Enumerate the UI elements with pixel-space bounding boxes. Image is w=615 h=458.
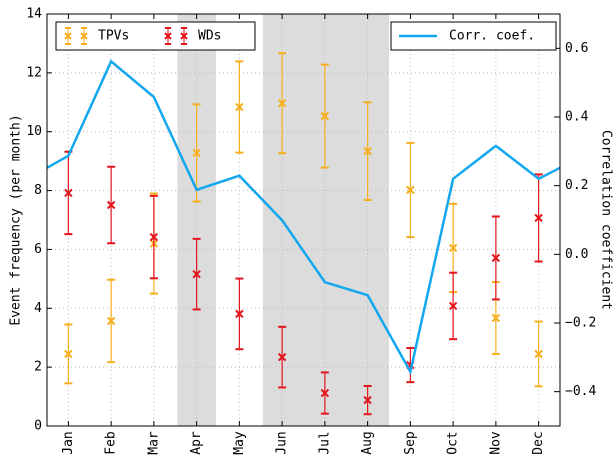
y-tick-label: 14 <box>26 7 42 22</box>
marker <box>106 316 116 326</box>
x-tick-label: Aug <box>360 431 375 454</box>
marker <box>277 98 287 108</box>
marker <box>320 111 330 121</box>
x-tick-label: Mar <box>146 431 161 455</box>
legend-label: TPVs <box>98 29 129 44</box>
y-tick-label: 12 <box>26 65 42 80</box>
data-point <box>235 102 244 112</box>
data-point <box>106 316 116 326</box>
legend-swatch <box>80 32 88 40</box>
x-tick-label: Sep <box>403 431 418 455</box>
marker <box>149 232 159 242</box>
marker <box>363 146 372 156</box>
y2-tick-label: 0.6 <box>565 41 588 56</box>
shaded-region <box>177 14 216 426</box>
y2-tick-label: 0.2 <box>565 178 588 193</box>
marker <box>235 102 244 112</box>
y-tick-label: 6 <box>34 242 42 257</box>
x-tick-label: Jun <box>275 431 290 454</box>
y2-axis-label: Correlation coefficient <box>599 130 614 310</box>
marker <box>235 309 244 319</box>
plot-frame <box>46 13 561 427</box>
marker <box>406 185 415 195</box>
data-point <box>448 301 458 311</box>
data-point <box>192 269 201 279</box>
data-point <box>277 98 287 108</box>
y-tick-label: 4 <box>34 301 42 316</box>
legend-label: WDs <box>198 29 221 44</box>
marker <box>448 301 458 311</box>
y2-tick-label: 0.0 <box>565 247 588 262</box>
y2-tick-label: −0.2 <box>565 316 596 331</box>
x-tick-label: Jan <box>61 431 76 454</box>
marker <box>106 200 116 210</box>
x-tick-label: Oct <box>446 431 461 454</box>
data-point <box>491 313 501 323</box>
marker <box>192 148 201 158</box>
legend-swatch <box>164 32 172 40</box>
y2-tick-label: −0.4 <box>565 384 596 399</box>
y-tick-label: 0 <box>34 419 42 434</box>
data-point <box>235 309 244 319</box>
data-point <box>363 395 372 405</box>
x-tick-label: May <box>232 431 247 455</box>
legend <box>55 21 256 51</box>
y-tick-label: 2 <box>34 360 42 375</box>
marker <box>448 243 458 253</box>
marker <box>491 313 501 323</box>
x-tick-label: Jul <box>317 431 332 454</box>
data-point <box>448 243 458 253</box>
corr-line <box>46 59 561 376</box>
marker <box>491 253 501 263</box>
y2-tick-label: 0.4 <box>565 110 589 125</box>
marker <box>64 188 73 198</box>
data-point <box>277 352 287 362</box>
legend-swatch <box>64 32 72 40</box>
marker <box>534 213 543 223</box>
data-point <box>64 349 73 359</box>
marker <box>320 388 330 398</box>
marker <box>277 352 287 362</box>
legend-swatch <box>180 32 188 40</box>
x-tick-label: Feb <box>104 431 119 455</box>
y-tick-label: 10 <box>26 124 42 139</box>
data-point <box>534 349 543 359</box>
data-point <box>320 388 330 398</box>
x-tick-label: Nov <box>488 431 503 455</box>
marker <box>64 349 73 359</box>
data-point <box>363 146 372 156</box>
x-tick-label: Apr <box>189 431 204 455</box>
data-point <box>491 253 501 263</box>
marker <box>192 269 201 279</box>
marker <box>363 395 372 405</box>
data-point <box>534 213 543 223</box>
data-point <box>320 111 330 121</box>
y-tick-label: 8 <box>34 183 42 198</box>
data-point <box>106 200 116 210</box>
data-point <box>406 185 415 195</box>
x-tick-label: Dec <box>531 431 546 454</box>
data-point <box>192 148 201 158</box>
data-point <box>149 232 159 242</box>
legend-label: Corr. coef. <box>449 29 535 44</box>
y-axis-label: Event frequency (per month) <box>9 114 24 325</box>
marker <box>534 349 543 359</box>
data-point <box>64 188 73 198</box>
